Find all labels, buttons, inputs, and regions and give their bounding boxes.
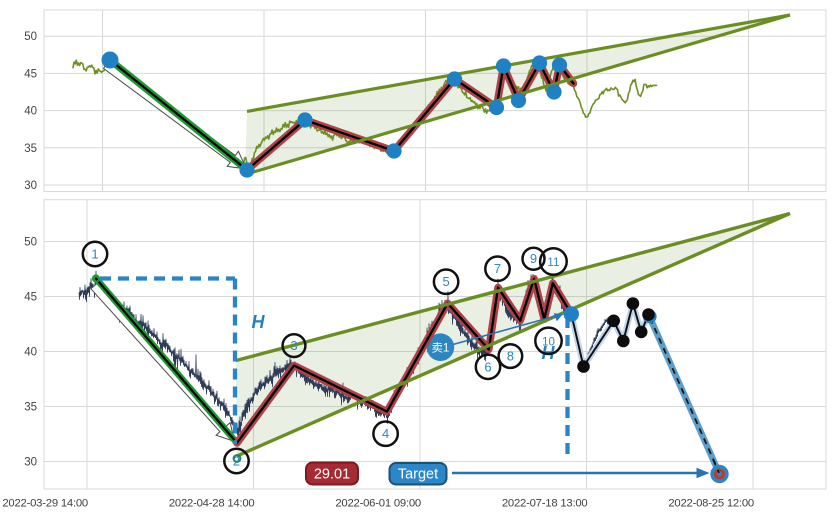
svg-text:11: 11	[547, 257, 559, 269]
svg-text:5: 5	[442, 274, 449, 289]
svg-text:50: 50	[24, 31, 37, 43]
svg-text:2022-08-25 12:00: 2022-08-25 12:00	[668, 498, 754, 510]
svg-text:9: 9	[530, 251, 537, 266]
svg-text:1: 1	[91, 247, 98, 262]
svg-text:40: 40	[24, 347, 37, 359]
svg-text:45: 45	[24, 292, 37, 304]
svg-text:30: 30	[24, 180, 37, 192]
svg-text:2022-03-29 14:00: 2022-03-29 14:00	[2, 498, 88, 510]
svg-text:35: 35	[24, 402, 37, 414]
svg-text:35: 35	[24, 143, 37, 155]
svg-text:H: H	[252, 312, 266, 332]
svg-text:7: 7	[494, 261, 501, 276]
svg-text:Target: Target	[398, 467, 438, 483]
svg-text:卖1: 卖1	[431, 342, 449, 355]
svg-text:45: 45	[24, 68, 37, 80]
svg-text:3: 3	[290, 338, 297, 353]
svg-text:8: 8	[507, 349, 514, 364]
svg-text:6: 6	[484, 359, 491, 374]
svg-text:10: 10	[542, 336, 555, 348]
svg-text:50: 50	[24, 237, 37, 249]
svg-text:4: 4	[382, 426, 389, 441]
svg-text:2022-04-28 14:00: 2022-04-28 14:00	[169, 498, 255, 510]
svg-text:2022-06-01 09:00: 2022-06-01 09:00	[335, 498, 421, 510]
svg-text:2022-07-18 13:00: 2022-07-18 13:00	[502, 498, 588, 510]
svg-text:29.01: 29.01	[314, 467, 350, 483]
svg-text:30: 30	[24, 457, 37, 469]
svg-text:40: 40	[24, 106, 37, 118]
